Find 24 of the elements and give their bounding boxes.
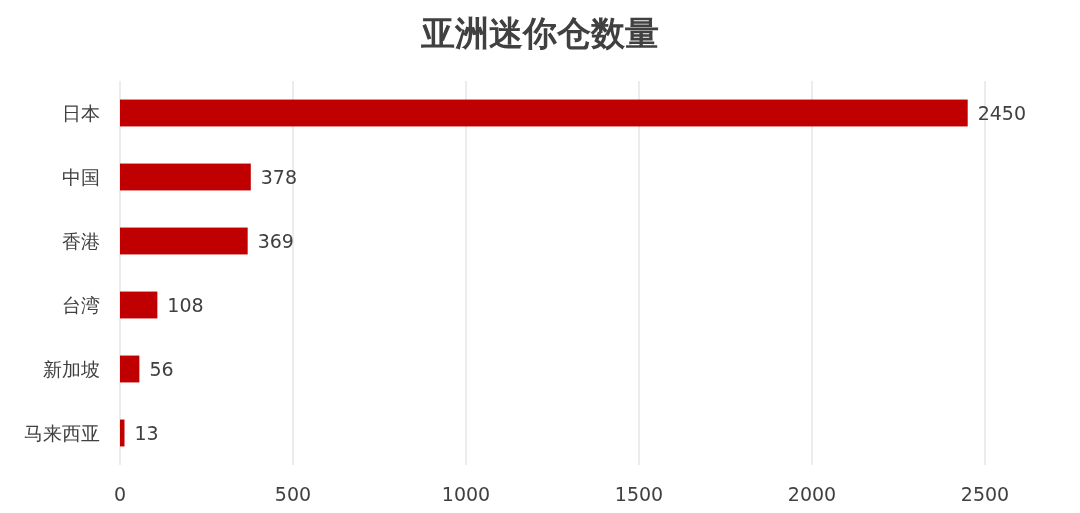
x-tick-label: 1500	[614, 483, 664, 505]
y-tick-label: 台湾	[62, 294, 100, 316]
x-tick-label: 500	[274, 483, 312, 505]
data-label: 378	[260, 166, 298, 188]
y-tick-label: 香港	[62, 230, 100, 252]
x-tick-label: 0	[113, 483, 127, 505]
y-tick-label: 新加坡	[43, 358, 100, 380]
chart-title: 亚洲迷你仓数量	[420, 13, 659, 53]
data-label: 108	[167, 294, 204, 316]
data-label: 369	[257, 230, 294, 252]
bar	[120, 355, 140, 383]
bar	[120, 227, 248, 255]
x-tick-label: 2000	[787, 483, 837, 505]
y-tick-label: 日本	[62, 102, 100, 124]
data-label: 2450	[977, 102, 1027, 124]
data-label: 56	[149, 358, 174, 380]
bar	[120, 99, 968, 127]
bar	[120, 291, 158, 319]
y-tick-label: 马来西亚	[24, 422, 100, 444]
bar	[120, 163, 251, 191]
x-tick-label: 2500	[960, 483, 1010, 505]
data-label: 13	[134, 422, 159, 444]
x-tick-label: 1000	[441, 483, 491, 505]
y-tick-label: 中国	[62, 166, 100, 188]
